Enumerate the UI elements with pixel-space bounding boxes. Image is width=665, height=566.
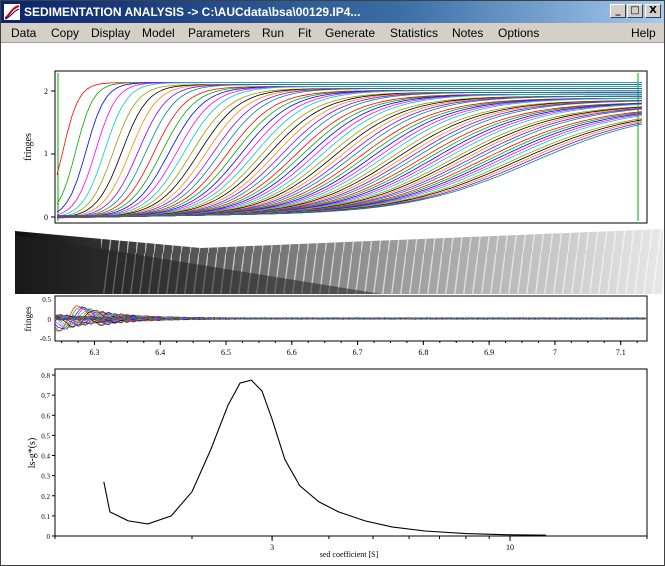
scan-line [56, 82, 642, 217]
scan-line [57, 123, 643, 216]
residuals-panel: fringes 0.5 0 -0.5 6.3 6.4 6.5 6.6 6.7 6.8 6.9… [23, 295, 648, 357]
scan-lines [56, 82, 643, 219]
distribution-ytick-label: 0 [47, 533, 51, 541]
menu-bar: Data Copy Display Model Parameters Run F… [1, 23, 664, 43]
scan-line [57, 98, 642, 217]
scans-ylabel: fringes [23, 133, 34, 161]
distribution-ytick-label: 0.7 [41, 392, 50, 400]
residuals-xtick-label: 6.7 [353, 348, 363, 357]
residuals-ytick-2: -0.5 [40, 335, 52, 343]
scan-line [56, 86, 642, 219]
plots-svg: fringes 0 1 2 fringes [15, 70, 663, 559]
residuals-xtick-label: 6.3 [89, 348, 99, 357]
menu-options[interactable]: Options [498, 26, 540, 40]
menu-display[interactable]: Display [91, 26, 131, 40]
residuals-ylabel: fringes [23, 306, 33, 331]
scan-line [57, 97, 642, 217]
scan-line [56, 95, 642, 218]
menu-data[interactable]: Data [11, 26, 37, 40]
residuals-xtick-label: 6.6 [287, 348, 297, 357]
sedimentation-app-icon [4, 4, 20, 20]
residuals-xtick-label: 7.1 [616, 348, 626, 357]
residual-line [54, 316, 647, 321]
scans-ytick-2: 2 [44, 87, 48, 96]
scan-line [57, 97, 642, 218]
scan-line [57, 98, 642, 217]
title-bar[interactable]: SEDIMENTATION ANALYSIS -> C:\AUCdata\bsa… [1, 1, 664, 23]
minimize-button[interactable]: _ [610, 4, 626, 18]
residual-line [54, 316, 647, 321]
residuals-xtick-label: 7 [553, 348, 557, 357]
distribution-yaxis: 0 0.1 0.2 0.3 0.4 0.5 0.6 0.7 0.8 [41, 372, 55, 541]
distribution-frame [54, 368, 648, 537]
menu-generate[interactable]: Generate [325, 26, 376, 40]
scan-line [57, 88, 642, 218]
menu-help[interactable]: Help [631, 26, 656, 40]
scan-line [57, 111, 643, 217]
residuals-xaxis: 6.3 6.4 6.5 6.6 6.7 6.8 6.9 7 7.1 [61, 341, 638, 357]
scans-panel: fringes 0 1 2 [23, 70, 648, 224]
scan-line [56, 84, 642, 219]
menu-notes[interactable]: Notes [452, 26, 484, 40]
distribution-ytick-label: 0.4 [41, 453, 50, 461]
distribution-ytick-label: 0.5 [41, 432, 50, 440]
residual-bitmap-dark-wedge [15, 235, 381, 294]
residual-lines [54, 305, 647, 332]
scans-frame [54, 70, 648, 224]
distribution-curve [103, 379, 547, 536]
maximize-button[interactable]: □ [627, 4, 643, 18]
menu-run[interactable]: Run [262, 26, 285, 40]
plot-area: fringes 0 1 2 fringes [1, 43, 664, 565]
residuals-xtick-label: 6.9 [484, 348, 494, 357]
distribution-xaxis: 3 10 [54, 536, 648, 552]
distribution-xlabel: sed coefficient [S] [320, 550, 379, 559]
menu-fit[interactable]: Fit [298, 26, 312, 40]
residuals-ytick-1: 0 [48, 316, 52, 324]
residual-bitmap-panel [15, 228, 663, 294]
distribution-ytick-label: 0.6 [41, 412, 50, 420]
scan-line [57, 97, 643, 217]
distribution-ytick-label: 0.8 [41, 372, 50, 380]
scans-ytick-0: 0 [44, 213, 48, 222]
distribution-ytick-label: 0.3 [41, 473, 50, 481]
residuals-xtick-label: 6.8 [418, 348, 428, 357]
residuals-ytick-0: 0.5 [42, 296, 51, 304]
residual-bitmap-wedge [15, 228, 663, 248]
distribution-xtick-label: 3 [270, 543, 274, 552]
distribution-ytick-label: 0.2 [41, 493, 50, 501]
close-button[interactable]: X [645, 4, 661, 18]
residuals-xtick-label: 6.5 [221, 348, 231, 357]
distribution-xtick-label: 10 [506, 543, 514, 552]
menu-model[interactable]: Model [142, 26, 175, 40]
scans-ytick-1: 1 [44, 149, 48, 158]
distribution-ytick-label: 0.1 [41, 513, 50, 521]
residuals-xtick-label: 6.4 [155, 348, 165, 357]
menu-copy[interactable]: Copy [51, 26, 80, 40]
window-title: SEDIMENTATION ANALYSIS -> C:\AUCdata\bsa… [24, 5, 361, 19]
distribution-panel: ls-g*(s) sed coefficient [S] 00.10.20.30… [27, 368, 648, 559]
menu-statistics[interactable]: Statistics [390, 26, 439, 40]
menu-parameters[interactable]: Parameters [188, 26, 251, 40]
distribution-ylabel: ls-g*(s) [27, 438, 38, 469]
